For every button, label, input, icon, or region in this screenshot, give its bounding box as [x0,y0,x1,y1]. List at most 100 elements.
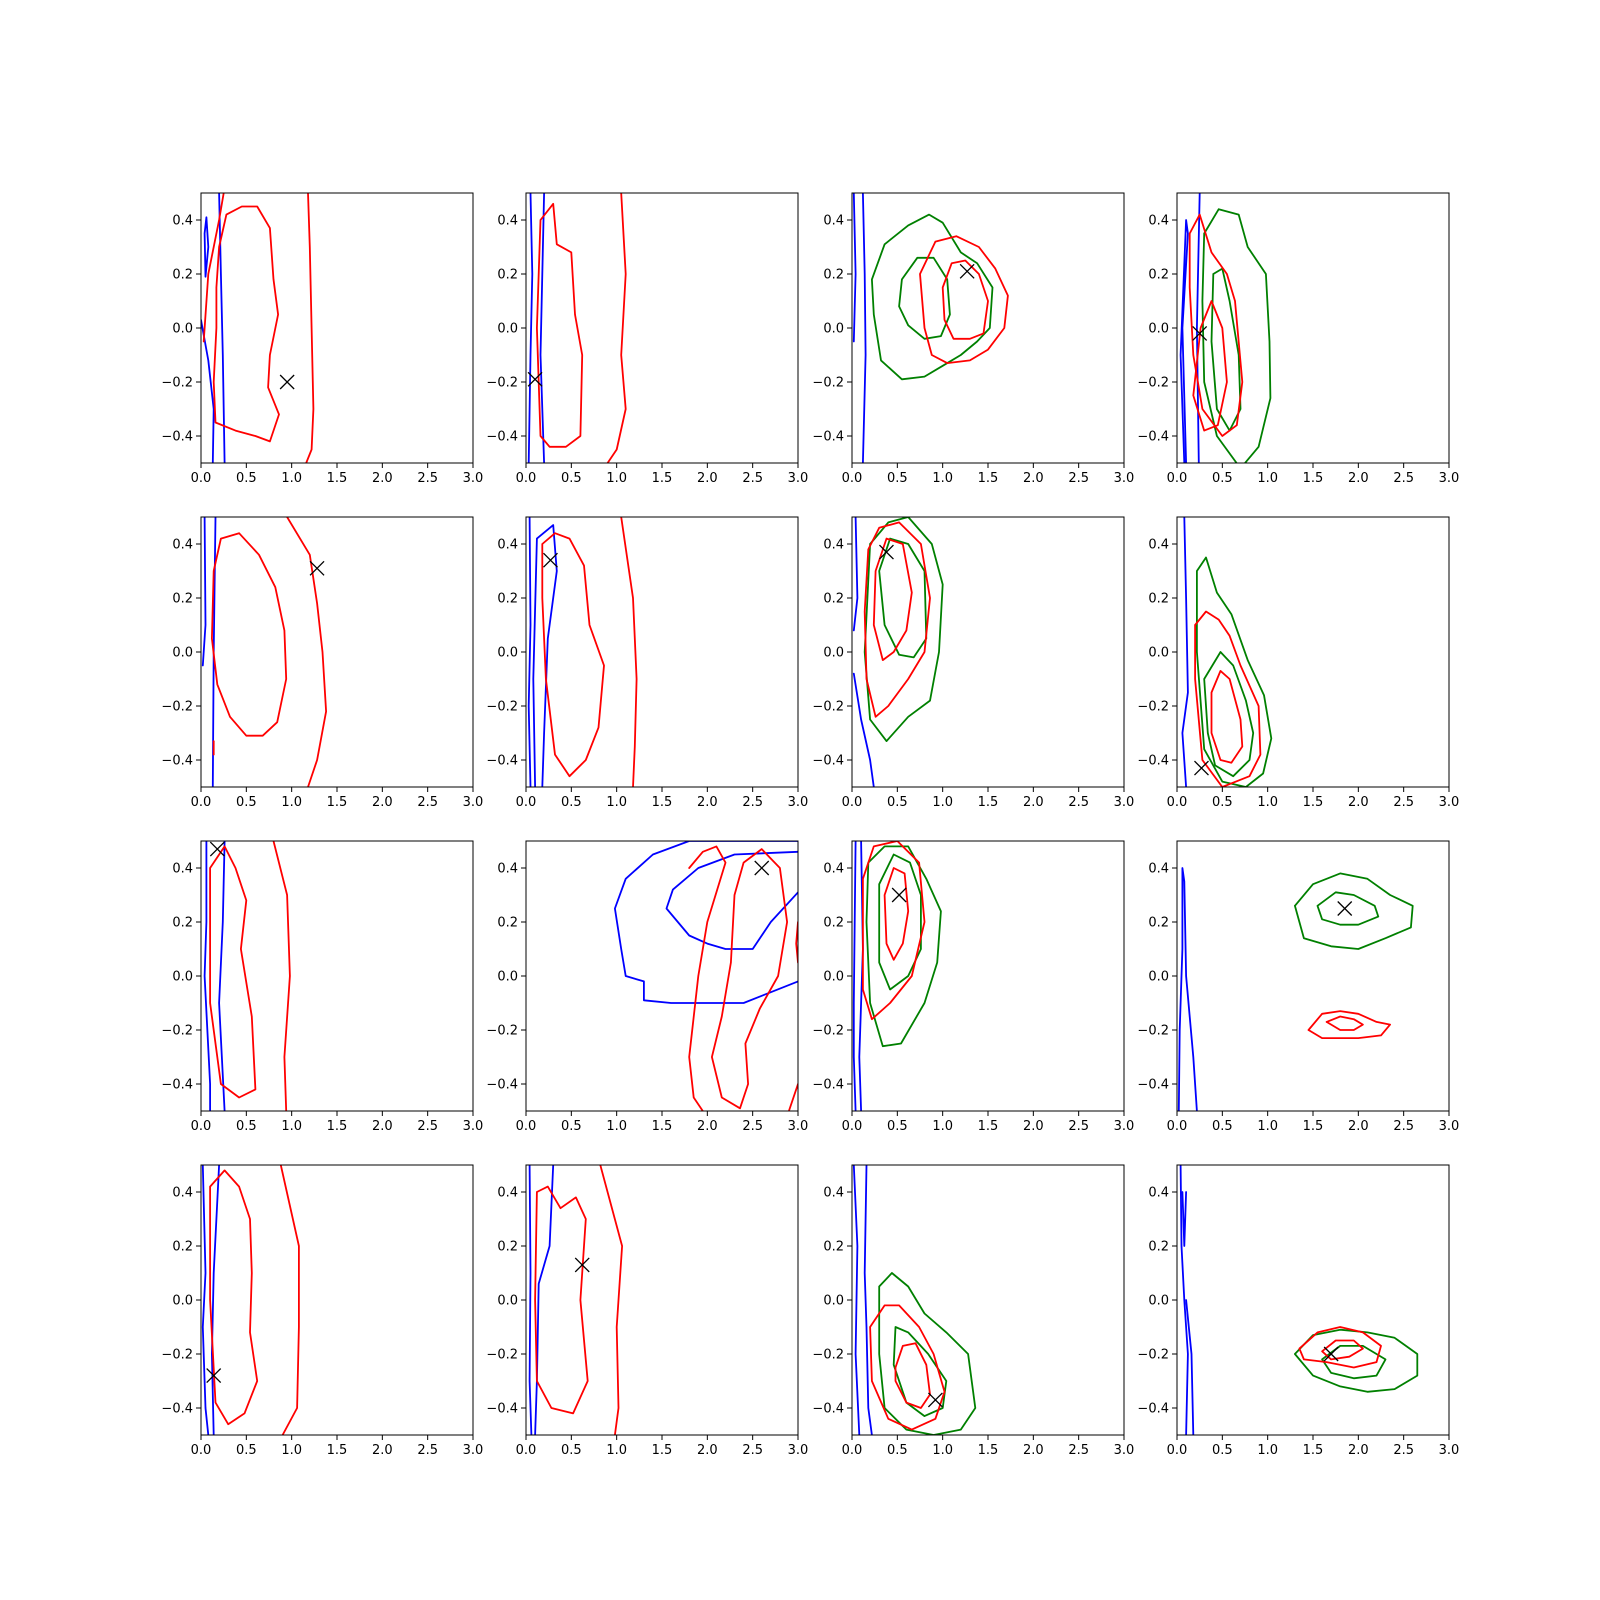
plot-area [852,193,1009,463]
red-contour-line [872,537,913,661]
x-tick-label: 0.5 [887,795,908,810]
green-contour-line [1321,1345,1387,1380]
blue-contour-line [218,193,226,463]
plot-area [201,517,328,787]
y-tick-label: 0.4 [172,214,193,229]
x-tick-label: 1.0 [1257,1119,1278,1134]
red-contour-line [209,1169,259,1426]
subplot-r1-c4: 0.0 0.5 1.0 1.5 2.0 2.5 3.0 −0.4 −0.2 0.0 0.2 0.4 [1137,192,1459,486]
x-tick-label: 1.5 [1303,795,1324,810]
plot-area [527,517,638,787]
x-tick-label: 1.5 [327,471,348,486]
green-contour-line [863,517,944,742]
red-contour-line [272,841,291,1111]
y-tick-label: 0.0 [823,646,844,661]
x-tick-label: 2.5 [742,1119,763,1134]
x-tick-label: 3.0 [463,1443,484,1458]
red-contour-line [1321,1339,1364,1361]
subplot-r2-c2: 0.0 0.5 1.0 1.5 2.0 2.5 3.0 −0.4 −0.2 0.0 0.2 0.4 [486,516,808,810]
y-tick-label: 0.0 [172,1294,193,1309]
x-marker [527,371,543,387]
x-tick-label: 2.0 [697,1119,718,1134]
y-tick-label: −0.2 [1137,700,1169,715]
x-tick-label: 2.0 [372,1119,393,1134]
y-tick-label: 0.4 [823,1186,844,1201]
y-tick-label: 0.2 [1148,916,1169,931]
subplot-r1-c1: 0.0 0.5 1.0 1.5 2.0 2.5 3.0 −0.4 −0.2 0.0 0.2 0.4 [161,192,484,486]
subplot-r1-c3: 0.0 0.5 1.0 1.5 2.0 2.5 3.0 −0.4 −0.2 0.0 0.2 0.4 [812,192,1134,486]
x-tick-label: 3.0 [463,795,484,810]
red-contour-line [286,517,328,787]
y-tick-label: 0.0 [172,970,193,985]
x-tick-label: 1.5 [978,1119,999,1134]
y-tick-label: −0.4 [161,430,193,445]
x-marker [209,841,225,857]
y-tick-label: −0.4 [812,1078,844,1093]
x-tick-label: 1.0 [1257,795,1278,810]
x-marker [1337,901,1353,916]
green-contour-line [871,213,994,381]
y-tick-label: −0.4 [486,1078,518,1093]
y-tick-label: 0.2 [823,916,844,931]
y-tick-label: 0.2 [497,916,518,931]
x-tick-label: 2.0 [1023,795,1044,810]
blue-contour-line [852,193,857,343]
blue-contour-line [539,193,545,463]
red-contour-line [1194,610,1262,787]
x-tick-label: 2.5 [417,795,438,810]
y-tick-label: 0.4 [1148,862,1169,877]
x-tick-label: 3.0 [788,471,809,486]
x-tick-label: 0.0 [516,471,537,486]
x-tick-label: 0.5 [561,471,582,486]
x-tick-label: 3.0 [463,471,484,486]
subplot-r4-c3: 0.0 0.5 1.0 1.5 2.0 2.5 3.0 −0.4 −0.2 0.0 0.2 0.4 [812,1164,1134,1458]
green-contour-line [1201,208,1272,463]
x-tick-label: 2.5 [1393,1119,1414,1134]
x-tick-label: 0.5 [1212,1443,1233,1458]
y-tick-label: −0.2 [812,1348,844,1363]
x-tick-label: 0.0 [191,471,212,486]
x-marker [309,560,325,576]
red-contour-line [869,1304,946,1431]
y-tick-label: 0.0 [497,646,518,661]
green-contour-line [1316,891,1380,926]
red-contour-line [788,1083,798,1111]
plot-area [614,841,798,1111]
plot-area [1179,1165,1419,1435]
x-tick-label: 1.5 [1303,471,1324,486]
plot-area [1181,517,1273,787]
y-tick-label: −0.2 [486,700,518,715]
x-marker [1192,325,1208,341]
y-tick-label: 0.2 [823,592,844,607]
x-tick-label: 0.0 [1167,1119,1188,1134]
x-tick-label: 3.0 [1114,795,1135,810]
plot-area [201,193,315,463]
y-tick-label: −0.4 [486,430,518,445]
x-marker [754,860,770,876]
subplot-r3-c2: 0.0 0.5 1.0 1.5 2.0 2.5 3.0 −0.4 −0.2 0.0 0.2 0.4 [486,840,808,1134]
y-tick-label: 0.2 [172,268,193,283]
red-contour-line [1188,213,1244,437]
x-tick-label: 1.0 [932,1119,953,1134]
x-tick-label: 0.5 [561,795,582,810]
x-tick-label: 1.5 [978,795,999,810]
blue-contour-line [201,1165,210,1435]
y-tick-label: −0.2 [161,700,193,715]
plot-area [852,1165,977,1435]
y-tick-label: −0.4 [1137,430,1169,445]
y-tick-label: −0.2 [812,700,844,715]
x-tick-label: 3.0 [1114,1119,1135,1134]
x-tick-label: 2.5 [1393,795,1414,810]
x-marker [927,1392,943,1408]
x-tick-label: 3.0 [463,1119,484,1134]
red-contour-line [534,1185,589,1415]
y-tick-label: 0.2 [172,916,193,931]
x-tick-label: 1.0 [1257,471,1278,486]
x-marker [206,1368,222,1384]
x-tick-label: 0.5 [1212,795,1233,810]
y-tick-label: 0.0 [823,1294,844,1309]
y-tick-label: 0.2 [172,592,193,607]
blue-contour-line [1177,867,1198,1111]
